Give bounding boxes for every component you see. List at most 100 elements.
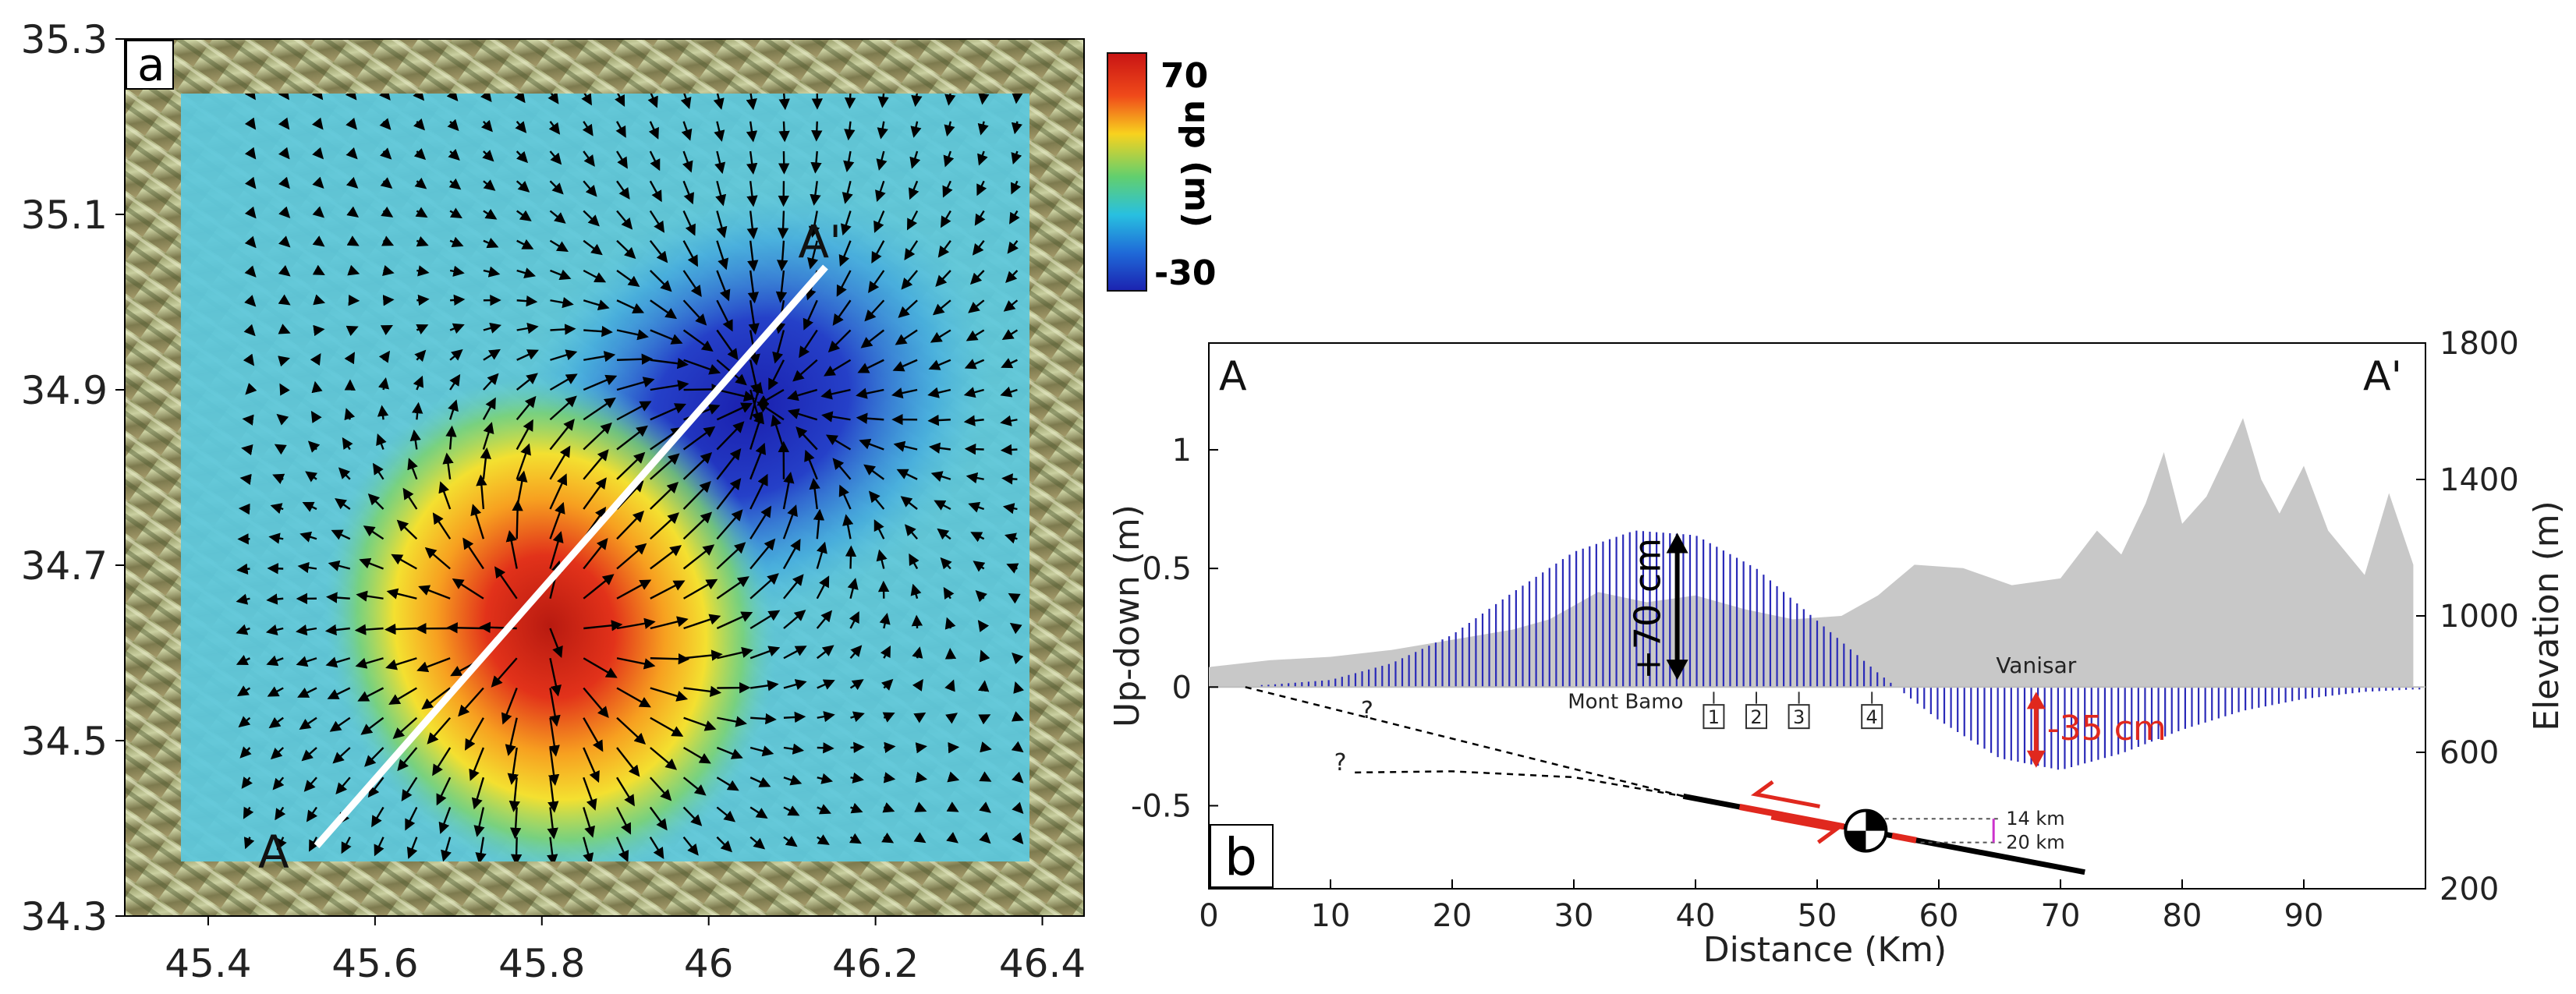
displacement-vector bbox=[871, 240, 885, 264]
displacement-vector bbox=[932, 299, 951, 316]
displacement-vector bbox=[345, 325, 359, 337]
displacement-vector bbox=[716, 329, 739, 361]
displacement-vector bbox=[842, 514, 854, 539]
displacement-vector bbox=[975, 589, 987, 603]
displacement-vector bbox=[749, 776, 771, 787]
displacement-vector bbox=[372, 462, 384, 480]
displacement-vector bbox=[683, 578, 718, 600]
displacement-vector bbox=[278, 176, 290, 189]
uplift-annotation: +70 cm bbox=[1627, 538, 1669, 680]
displacement-vector bbox=[782, 472, 795, 510]
site-markers: 1 2 3 4 bbox=[1703, 692, 1883, 730]
displacement-vector bbox=[777, 210, 789, 239]
displacement-vector bbox=[1009, 210, 1020, 225]
displacement-vector bbox=[1006, 563, 1019, 574]
displacement-vector bbox=[649, 240, 668, 264]
subsidence-annotation: -35 cm bbox=[2047, 709, 2167, 748]
displacement-vector bbox=[384, 623, 417, 635]
displacement-vector bbox=[682, 299, 707, 326]
displacement-vector bbox=[810, 150, 822, 174]
displacement-vector bbox=[483, 208, 498, 220]
displacement-vector bbox=[483, 348, 501, 361]
displacement-vector bbox=[278, 324, 291, 334]
displacement-vector bbox=[783, 646, 807, 660]
displacement-vector bbox=[458, 687, 484, 717]
displacement-vector bbox=[772, 330, 785, 364]
displacement-vector bbox=[616, 239, 636, 260]
displacement-vector bbox=[827, 329, 852, 353]
displacement-vector bbox=[345, 176, 359, 189]
displacement-vector bbox=[583, 374, 618, 391]
displacement-vector bbox=[978, 680, 990, 692]
displacement-vector bbox=[849, 679, 864, 691]
displacement-vector bbox=[906, 210, 919, 231]
displacement-vector bbox=[825, 434, 852, 451]
displacement-vector bbox=[441, 837, 452, 861]
displacement-vector bbox=[549, 150, 562, 165]
displacement-vector bbox=[973, 561, 986, 572]
displacement-vector bbox=[716, 776, 739, 791]
displacement-vector bbox=[276, 837, 287, 851]
displacement-vector bbox=[550, 324, 576, 335]
displacement-vector bbox=[891, 387, 918, 399]
displacement-vector bbox=[783, 805, 800, 816]
question-mark-lower: ? bbox=[1334, 749, 1347, 776]
displacement-vector bbox=[850, 772, 864, 784]
displacement-vector bbox=[775, 270, 788, 303]
displacement-vector bbox=[243, 806, 254, 819]
displacement-vector bbox=[367, 776, 384, 798]
displacement-vector bbox=[807, 240, 819, 270]
displacement-vector bbox=[402, 487, 418, 510]
displacement-vector bbox=[864, 299, 885, 322]
displacement-vector bbox=[516, 239, 534, 249]
displacement-vector bbox=[968, 501, 985, 513]
displacement-vector bbox=[583, 837, 594, 861]
displacement-vector bbox=[391, 554, 417, 570]
displacement-vector bbox=[928, 359, 951, 370]
displacement-vector bbox=[278, 206, 291, 218]
displacement-vector bbox=[876, 150, 888, 171]
depth-14km-label: 14 km bbox=[2006, 808, 2064, 830]
displacement-vector bbox=[239, 746, 252, 759]
displacement-vector bbox=[329, 716, 351, 732]
displacement-vector bbox=[750, 680, 779, 692]
y2-tick-label: 1400 bbox=[2440, 462, 2519, 498]
x-tick-label: 30 bbox=[1554, 898, 1594, 934]
displacement-vector bbox=[382, 265, 395, 277]
displacement-vector bbox=[1009, 622, 1022, 635]
displacement-vector bbox=[749, 505, 772, 539]
displacement-vector bbox=[616, 210, 633, 230]
vanisar-label: Vanisar bbox=[1996, 653, 2076, 678]
panel-a-label-box bbox=[126, 40, 174, 90]
displacement-vector bbox=[803, 299, 818, 331]
displacement-vector bbox=[778, 121, 790, 143]
displacement-vector bbox=[416, 657, 451, 673]
y-axis-title: Up-down (m) bbox=[1107, 504, 1147, 727]
displacement-vector bbox=[616, 180, 630, 200]
displacement-vector bbox=[682, 776, 707, 796]
displacement-vector bbox=[516, 443, 531, 480]
displacement-vector bbox=[380, 324, 393, 336]
displacement-vector bbox=[278, 147, 290, 160]
x-axis-title: Distance (Km) bbox=[1703, 930, 1947, 970]
y2-tick-label: 1800 bbox=[2440, 326, 2519, 362]
displacement-vector bbox=[1012, 652, 1024, 665]
displacement-vector bbox=[615, 837, 629, 861]
displacement-vector bbox=[787, 408, 818, 421]
displacement-vector bbox=[969, 270, 985, 285]
displacement-vector bbox=[388, 687, 417, 705]
displacement-vector bbox=[236, 563, 250, 575]
displacement-vector bbox=[236, 655, 250, 665]
displacement-vector bbox=[616, 401, 652, 421]
y-tick-label: 0.5 bbox=[1142, 551, 1192, 587]
displacement-vector bbox=[783, 836, 798, 847]
displacement-vector bbox=[385, 657, 417, 670]
displacement-vector bbox=[930, 471, 951, 482]
displacement-vector bbox=[583, 239, 603, 256]
displacement-vector bbox=[348, 294, 360, 306]
displacement-vector bbox=[882, 802, 895, 813]
displacement-vector bbox=[963, 387, 984, 398]
displacement-vector bbox=[583, 477, 607, 510]
displacement-vector bbox=[682, 270, 702, 297]
displacement-vector bbox=[616, 579, 652, 600]
